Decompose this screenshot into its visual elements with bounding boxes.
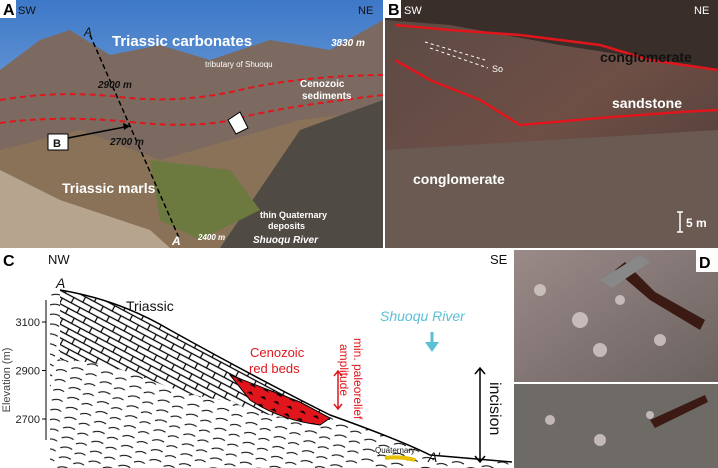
river-label: Shuoqu River [253, 235, 319, 246]
tick-label: 2700 [16, 414, 40, 426]
scale-label: 5 m [686, 216, 707, 230]
section-end: A [55, 275, 65, 291]
elevation: 2400 m [197, 233, 225, 242]
annotation: thin Quaternary [260, 210, 327, 220]
annotation: incision [486, 382, 503, 435]
direction: NE [694, 5, 709, 17]
panel-label: A [3, 2, 15, 19]
unit-label: Triassic marls [62, 180, 156, 196]
line-label: A [83, 25, 92, 39]
annotation: deposits [268, 221, 305, 231]
panel-a: A SW NE A A Triassic carbonates 3830 m t… [0, 0, 384, 248]
unit-label: sandstone [612, 95, 682, 111]
annotation: min. paleorelief [351, 338, 365, 420]
direction: SW [404, 5, 422, 17]
unit-label: red beds [249, 361, 300, 376]
direction: SW [18, 5, 36, 17]
annotation: tributary of Shuoqu [205, 60, 273, 69]
panel-label: D [699, 255, 711, 272]
tick-label: 2900 [16, 366, 40, 378]
tick-label: 3100 [16, 317, 40, 329]
photo-ref: B [53, 138, 61, 150]
direction: NE [358, 5, 373, 17]
panel-c: C NW SE A A′ Triassic Cenozoic red beds … [0, 250, 513, 468]
unit-label: conglomerate [600, 49, 692, 65]
unit-label: conglomerate [413, 171, 505, 187]
direction: SE [490, 252, 508, 267]
river-label: Shuoqu River [380, 308, 466, 324]
elevation: 2900 m [97, 80, 132, 91]
unit-label: Triassic carbonates [112, 33, 252, 50]
annotation: sediments [302, 91, 352, 102]
direction: NW [48, 252, 70, 267]
unit-label: Triassic [126, 298, 174, 314]
axis-title: Elevation (m) [1, 348, 13, 413]
panel-b: B SW NE So conglomerate sandstone conglo… [385, 0, 718, 248]
elevation: 2700 m [109, 137, 144, 148]
panel-label: B [388, 2, 400, 19]
annotation: Cenozoic [300, 79, 345, 90]
panel-d: D [514, 250, 718, 468]
section-end: A′ [427, 449, 441, 465]
line-label: A [171, 234, 181, 248]
annotation: amplitude [337, 344, 351, 396]
bedding-label: So [492, 64, 503, 74]
panel-label: C [3, 253, 15, 270]
elevation: 3830 m [331, 38, 365, 49]
annotation: Quaternary [375, 446, 415, 455]
unit-label: Cenozoic [250, 345, 305, 360]
